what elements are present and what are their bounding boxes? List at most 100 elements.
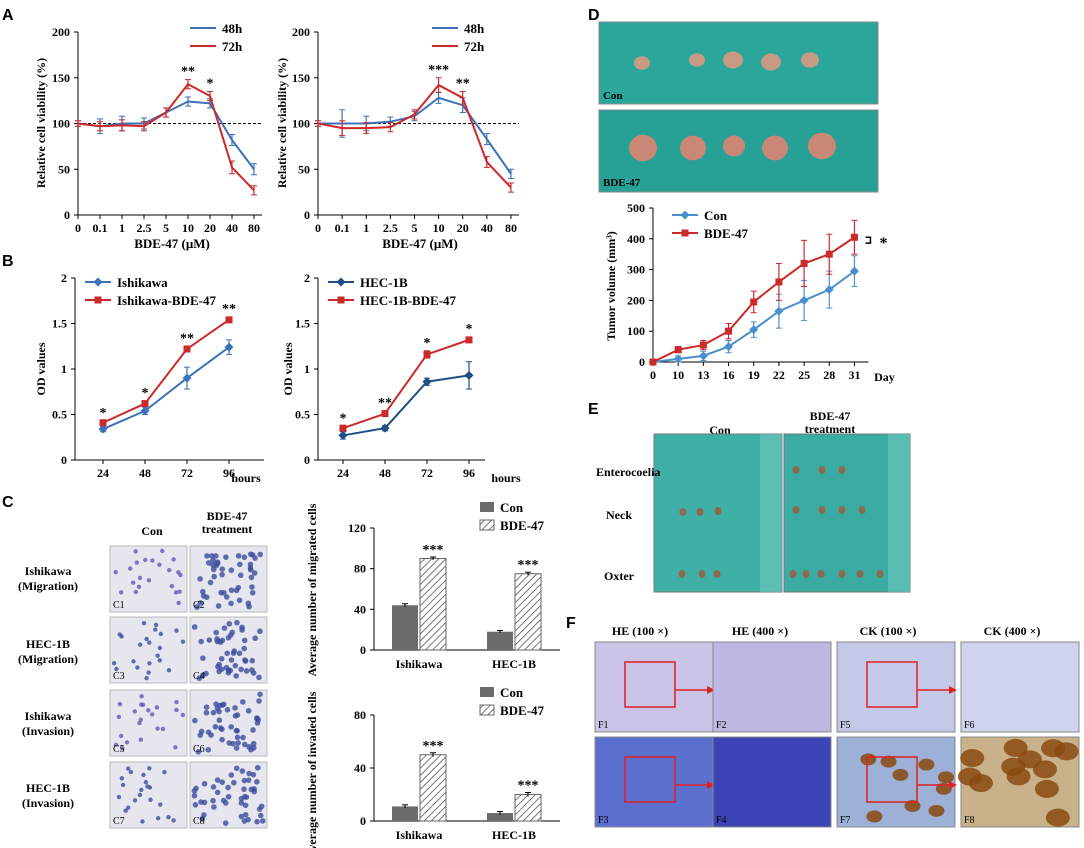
stained-cell xyxy=(210,784,217,790)
stained-cell xyxy=(229,629,236,636)
legend-label-72h: 72h xyxy=(222,39,243,54)
chart-c1-migrated-cells: 0 40 80 120 Average number of migrated cells… xyxy=(305,500,560,676)
stained-cell xyxy=(239,699,246,705)
image-label: C2 xyxy=(193,600,205,611)
stained-cell xyxy=(147,640,152,645)
panel-c-col-treatment: treatment xyxy=(202,522,252,536)
significance-mark: *** xyxy=(518,779,539,794)
stained-cell xyxy=(210,557,216,564)
stained-cell xyxy=(233,745,240,751)
tumor-specimens xyxy=(629,51,836,162)
image-label: F2 xyxy=(716,720,727,731)
nodule xyxy=(714,507,722,515)
stained-cell xyxy=(180,639,186,644)
stained-cell xyxy=(241,777,248,784)
stained-cell xyxy=(173,745,178,750)
x-tick-label: 25 xyxy=(798,368,810,382)
x-tick-label: 19 xyxy=(748,368,760,382)
stained-cell xyxy=(225,784,231,791)
stained-cell xyxy=(250,727,256,733)
row-label: Ishikawa xyxy=(25,709,72,723)
stained-cell xyxy=(205,560,212,566)
zoom-box xyxy=(624,661,676,708)
stained-cell xyxy=(158,631,164,637)
ck-positive-cluster xyxy=(935,782,952,795)
stained-cell xyxy=(136,584,142,589)
stained-cell xyxy=(139,694,144,699)
stained-cell xyxy=(114,666,119,672)
stained-cell xyxy=(145,784,150,789)
nodule xyxy=(838,466,846,474)
data-point-HEC-1B-BDE-47 xyxy=(423,350,431,358)
data-point-HEC-1B xyxy=(464,370,474,380)
stained-cell xyxy=(216,668,222,675)
y-tick-label: 200 xyxy=(292,25,310,39)
x-tick-label: 96 xyxy=(223,466,235,480)
x-tick-label: HEC-1B xyxy=(492,657,536,671)
row-label-neck: Neck xyxy=(606,508,632,522)
panel-label-f: F xyxy=(566,615,576,632)
photo-e-bde-edge xyxy=(888,434,910,592)
stained-cell xyxy=(174,707,179,713)
bar-BDE-47 xyxy=(514,573,542,651)
stained-cell xyxy=(219,726,225,733)
row-label: (Invasion) xyxy=(22,724,74,738)
ck-positive-cluster xyxy=(928,804,945,817)
x-tick-label: 31 xyxy=(848,368,860,382)
nodule xyxy=(792,466,800,474)
stained-cell xyxy=(191,624,198,630)
data-point-Con xyxy=(698,351,708,361)
stained-cell xyxy=(133,549,138,554)
stained-cell xyxy=(254,715,260,722)
y-tick-label: 0 xyxy=(304,208,310,222)
stained-cell xyxy=(143,779,149,785)
nodule xyxy=(838,506,846,514)
data-point-Con xyxy=(774,306,784,316)
stained-cell xyxy=(219,779,225,785)
stained-cell xyxy=(257,628,263,635)
x-tick-label: 22 xyxy=(773,368,785,382)
zoom-arrowhead xyxy=(707,686,715,694)
stained-cell xyxy=(144,636,149,642)
image-label: C3 xyxy=(113,671,125,682)
stained-cell xyxy=(195,749,202,755)
stained-cell xyxy=(141,772,146,778)
y-tick-label: 2 xyxy=(61,271,67,285)
stained-cell xyxy=(139,787,144,793)
stained-cell xyxy=(210,709,217,716)
bar-Con xyxy=(392,605,418,650)
y-tick-label: 100 xyxy=(52,117,70,131)
stained-cell xyxy=(116,714,122,720)
series-line-Ishikawa xyxy=(102,346,230,430)
stained-cell xyxy=(167,567,172,573)
panel-c-col-bde: BDE-47 xyxy=(207,509,248,523)
chart-c2-invaded-cells: 0 40 80 Average number of invaded cells Ishi… xyxy=(305,685,560,848)
significance-mark: * xyxy=(340,411,347,426)
legend-label-BDE-47: BDE-47 xyxy=(500,703,545,718)
legend-label-Con: Con xyxy=(704,208,728,223)
stained-cell xyxy=(233,765,240,772)
data-point-HEC-1B xyxy=(422,377,432,387)
data-point-HEC-1B-BDE-47 xyxy=(339,424,347,432)
nodule xyxy=(696,508,704,516)
y-tick-label: 40 xyxy=(354,761,366,775)
panel-e-metastasis-photos: Con BDE-47 treatment Enterocoelia Neck O… xyxy=(596,409,911,593)
image-label: C4 xyxy=(193,671,205,682)
stained-cell xyxy=(228,724,235,730)
stained-cell xyxy=(131,580,136,585)
stained-cell xyxy=(226,740,232,746)
data-point-Ishikawa-BDE-47 xyxy=(183,345,191,353)
stained-cell xyxy=(237,572,244,579)
stained-cell xyxy=(233,673,239,679)
nodule xyxy=(678,570,686,578)
stained-cell xyxy=(140,702,146,707)
stained-cell xyxy=(256,698,262,704)
stained-cell xyxy=(169,584,175,589)
row-label: Ishikawa xyxy=(25,564,72,578)
stained-cell xyxy=(217,639,224,645)
significance-mark: * xyxy=(879,235,887,252)
stained-cell xyxy=(124,740,130,745)
tumor-con xyxy=(761,53,781,71)
panel-d-tumor-photos: Con BDE-47 xyxy=(598,21,879,193)
